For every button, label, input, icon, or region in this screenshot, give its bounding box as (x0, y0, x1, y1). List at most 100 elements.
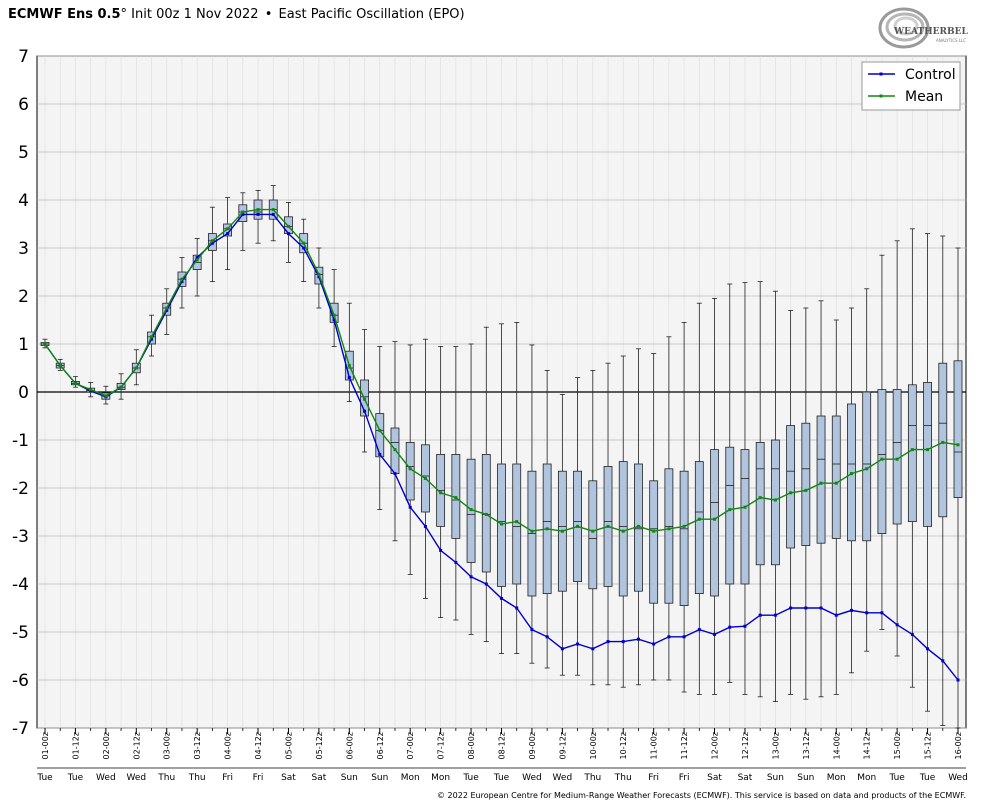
mean-point (895, 457, 899, 461)
box (618, 461, 628, 597)
mean-point (941, 440, 945, 444)
mean-point (652, 529, 656, 533)
control-point (591, 647, 595, 651)
x-day-label: Sat (738, 773, 753, 783)
x-day-label: Mon (827, 773, 846, 783)
mean-point (469, 508, 473, 512)
y-tick-label: 1 (18, 335, 29, 355)
box (786, 425, 796, 549)
box (725, 446, 735, 585)
control-point (621, 640, 625, 644)
control-point (469, 575, 473, 579)
x-tick-label: 12-12z (741, 732, 750, 759)
x-day-label: Mon (431, 773, 450, 783)
mean-point (773, 498, 777, 502)
mean-point (560, 529, 564, 533)
x-day-label: Wed (553, 773, 573, 783)
control-point (926, 647, 930, 651)
control-point (393, 472, 397, 476)
control-point (773, 613, 777, 617)
mean-point (484, 512, 488, 516)
x-day-label: Tue (493, 773, 510, 783)
control-point (697, 628, 701, 632)
x-tick-label: 03-00z (163, 732, 172, 759)
mean-point (150, 335, 154, 339)
mean-point (591, 529, 595, 533)
degree-mark: ° (120, 7, 128, 22)
control-point (865, 611, 869, 615)
mean-point (256, 208, 260, 212)
mean-point (804, 488, 808, 492)
x-day-label: Tue (36, 773, 53, 783)
x-day-label: Tue (888, 773, 905, 783)
mean-point (636, 524, 640, 528)
control-point (256, 212, 260, 216)
control-point (880, 611, 884, 615)
control-point (378, 452, 382, 456)
y-tick-label: 0 (18, 383, 29, 403)
x-tick-label: 14-00z (832, 732, 841, 759)
box (907, 384, 917, 522)
x-day-label: Sun (371, 773, 388, 783)
control-point (545, 635, 549, 639)
mean-point (682, 524, 686, 528)
mean-point (89, 388, 93, 392)
svg-text:WEATHERBELL: WEATHERBELL (893, 27, 968, 37)
x-day-label: Thu (614, 773, 632, 783)
y-tick-label: 6 (18, 95, 29, 115)
box (375, 413, 385, 458)
mean-point (332, 313, 336, 317)
y-tick-label: -1 (12, 431, 29, 451)
x-tick-label: 04-00z (224, 732, 233, 759)
x-tick-label: 08-12z (498, 732, 507, 759)
weatherbell-logo: WEATHERBELL ANALYTICS LLC (878, 6, 975, 50)
x-day-label: Fri (648, 773, 659, 783)
mean-point (317, 272, 321, 276)
mean-point (423, 476, 427, 480)
x-tick-label: 07-00z (406, 732, 415, 759)
box (649, 480, 659, 604)
y-tick-label: -7 (12, 719, 29, 739)
control-point (789, 606, 793, 610)
control-point (286, 232, 290, 236)
x-tick-label: 11-12z (680, 732, 689, 759)
x-tick-label: 03-12z (193, 732, 202, 759)
x-day-label: Thu (583, 773, 601, 783)
control-point (332, 318, 336, 322)
x-day-label: Sun (797, 773, 814, 783)
mean-point (271, 208, 275, 212)
mean-point (165, 306, 169, 310)
model-name: ECMWF Ens 0.5 (8, 7, 121, 22)
mean-point (104, 394, 108, 398)
control-point (758, 613, 762, 617)
x-tick-label: 11-00z (650, 732, 659, 759)
mean-point (789, 491, 793, 495)
mean-point (849, 472, 853, 476)
x-day-label: Thu (188, 773, 206, 783)
control-point (849, 608, 853, 612)
control-point (956, 678, 960, 682)
x-day-label: Sat (312, 773, 327, 783)
box (953, 360, 963, 498)
mean-point (880, 457, 884, 461)
control-point (484, 582, 488, 586)
control-point (515, 606, 519, 610)
control-point (606, 640, 610, 644)
control-point (195, 256, 199, 260)
control-point (667, 635, 671, 639)
copyright-footer: © 2022 European Centre for Medium-Range … (437, 791, 966, 800)
mean-point (926, 448, 930, 452)
x-day-label: Sat (281, 773, 296, 783)
mean-point (378, 428, 382, 432)
control-point (636, 637, 640, 641)
mean-point (58, 364, 62, 368)
mean-point (910, 448, 914, 452)
x-tick-label: 02-00z (102, 732, 111, 759)
control-point (728, 625, 732, 629)
control-point (302, 246, 306, 250)
mean-point (439, 491, 443, 495)
x-tick-label: 15-00z (893, 732, 902, 759)
mean-point (834, 481, 838, 485)
mean-point (347, 364, 351, 368)
x-day-label: Tue (919, 773, 936, 783)
